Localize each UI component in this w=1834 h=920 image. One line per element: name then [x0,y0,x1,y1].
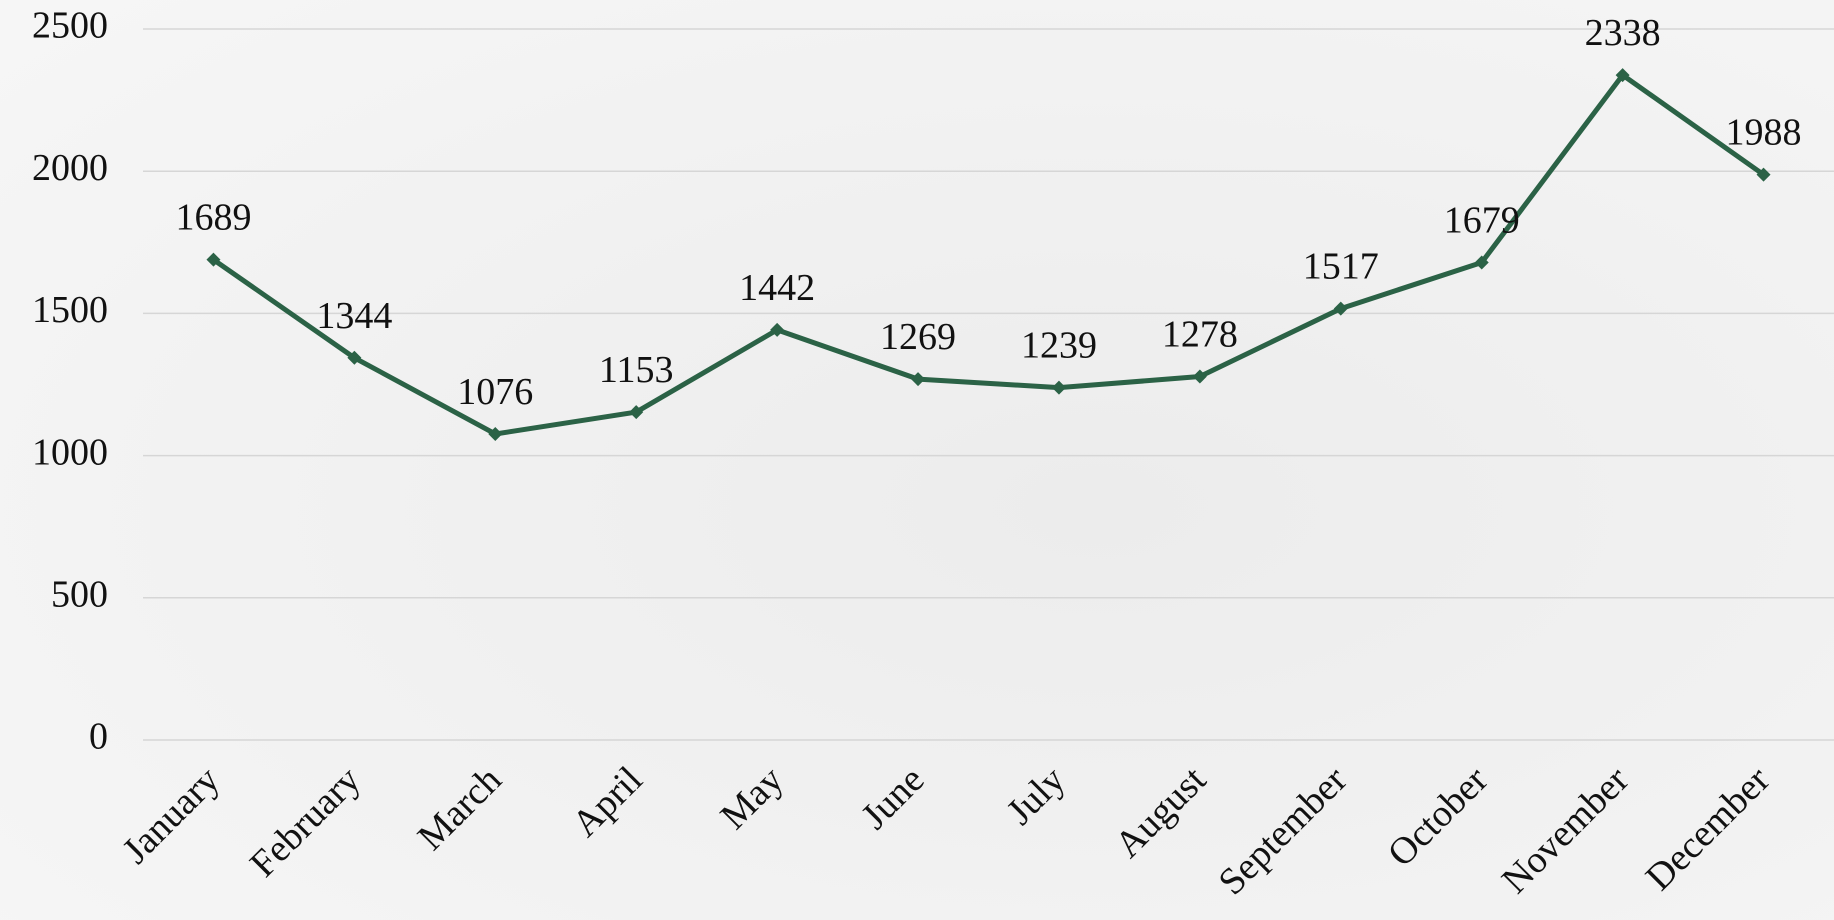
page: {"chart_data": {"type": "line", "categor… [0,0,1834,920]
y-tick-label: 2000 [32,147,108,189]
y-tick-label: 1000 [32,431,108,473]
y-tick-label: 500 [51,574,108,616]
chart: 05001000150020002500JanuaryFebruaryMarch… [0,0,1834,920]
data-label: 1988 [1726,112,1802,154]
data-label: 1442 [739,267,815,309]
data-label: 1517 [1303,246,1379,288]
data-label: 1278 [1162,314,1238,356]
data-label: 1269 [880,316,956,358]
y-tick-label: 1500 [32,289,108,331]
data-label: 1239 [1021,325,1097,367]
y-tick-label: 0 [89,716,108,758]
data-label: 1076 [457,371,533,413]
data-label: 1344 [316,295,392,337]
data-label: 1153 [599,349,674,391]
data-label: 1679 [1444,199,1520,241]
y-tick-label: 2500 [32,5,108,47]
data-label: 2338 [1585,12,1661,54]
data-label: 1689 [175,197,251,239]
